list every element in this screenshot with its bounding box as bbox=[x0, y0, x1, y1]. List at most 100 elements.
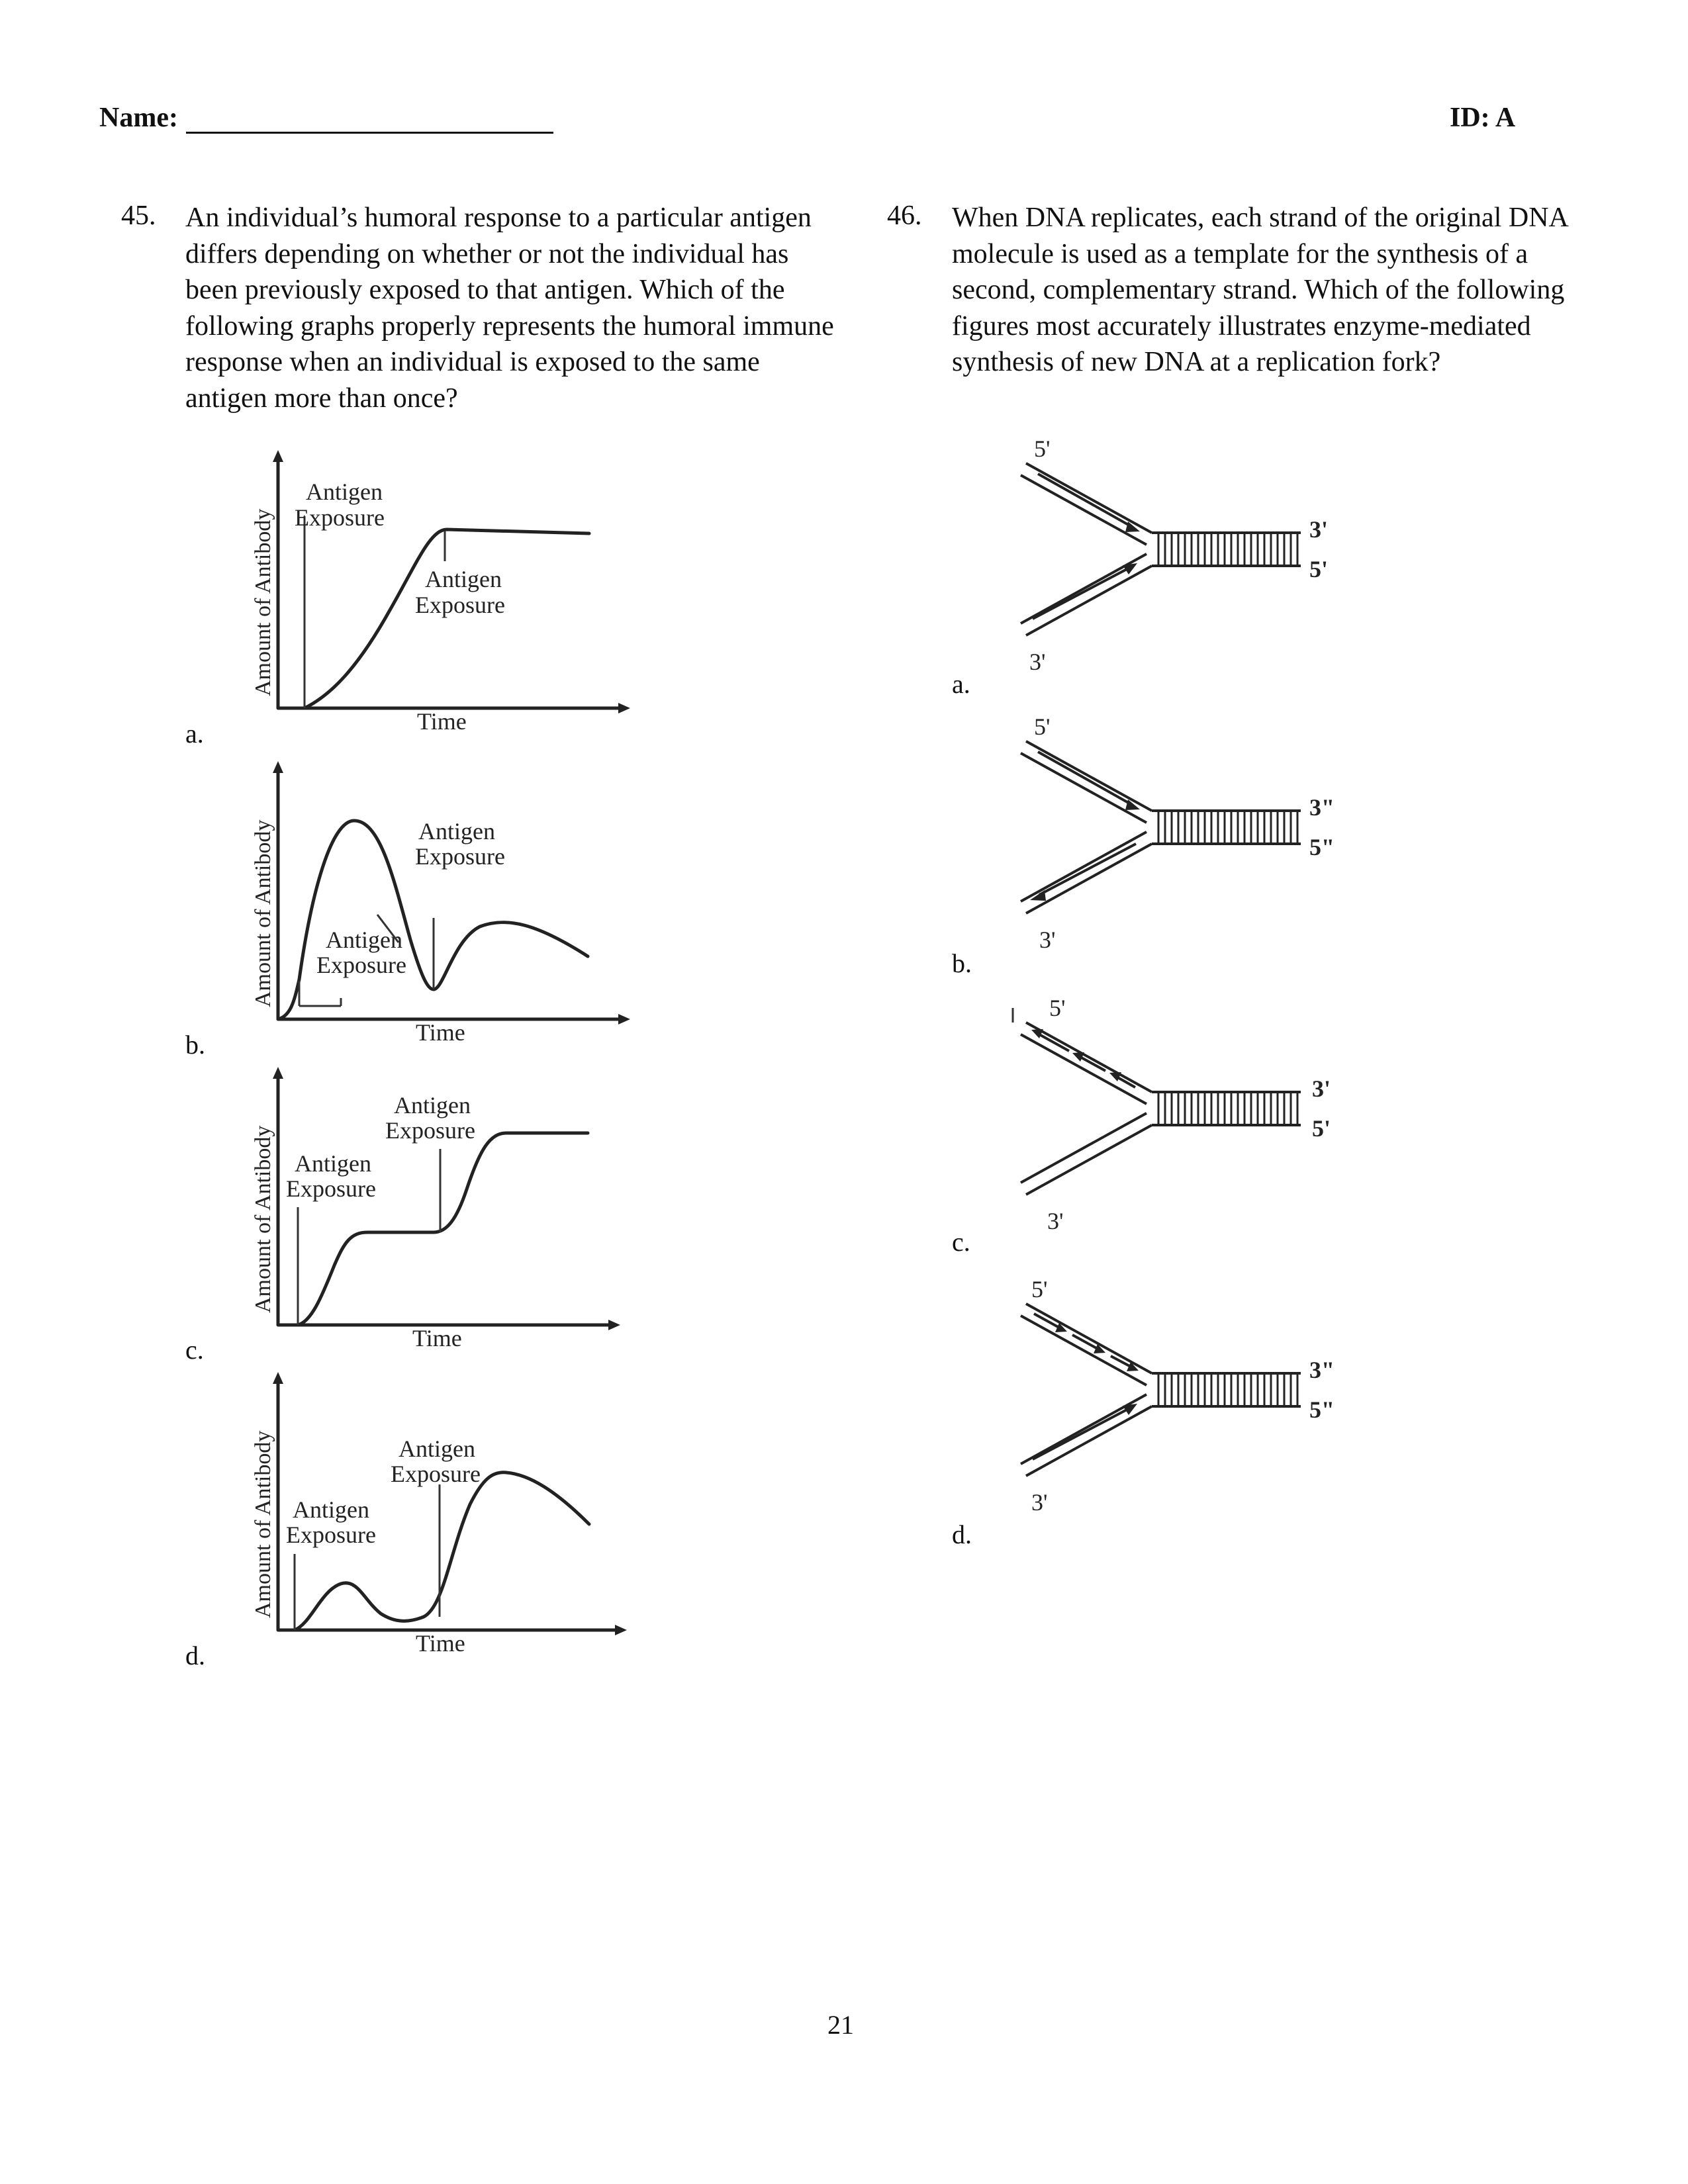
new-strand-bottom bbox=[1032, 567, 1130, 620]
graph-c: Antigen Exposure Antigen Exposure Time A… bbox=[251, 1067, 620, 1351]
bottom-strand-outer bbox=[1025, 842, 1152, 915]
q46-choice-d-label: d. bbox=[952, 1520, 972, 1549]
question-45-number: 45. bbox=[121, 201, 156, 231]
label-right-bottom: 5" bbox=[1309, 834, 1335, 860]
q46-choice-a-label: a. bbox=[952, 669, 970, 699]
name-field: Name: bbox=[99, 102, 553, 134]
label-5prime-top: 5' bbox=[1034, 435, 1051, 462]
name-label: Name: bbox=[99, 103, 178, 133]
bottom-strand-inner bbox=[1020, 553, 1147, 625]
top-strand-outer bbox=[1025, 1021, 1152, 1093]
y-axis-label: Amount of Antibody bbox=[251, 509, 275, 696]
y-axis-label: Amount of Antibody bbox=[251, 820, 275, 1007]
exposure-1-word1: Antigen bbox=[306, 478, 383, 505]
y-axis-label: Amount of Antibody bbox=[251, 1126, 275, 1313]
bottom-strand-inner bbox=[1020, 1393, 1147, 1465]
bottom-strand-outer bbox=[1025, 565, 1152, 637]
exposure-2-word1: Antigen bbox=[418, 818, 495, 844]
question-46-number: 46. bbox=[887, 201, 922, 231]
x-axis-arrowhead bbox=[608, 1320, 620, 1330]
question-46-text: When DNA replicates, each strand of the … bbox=[952, 203, 1568, 377]
graph-d: Antigen Exposure Antigen Exposure Time A… bbox=[251, 1372, 627, 1657]
okazaki-fragments-top bbox=[1033, 1312, 1139, 1371]
new-strand-top bbox=[1037, 751, 1133, 806]
y-axis-label: Amount of Antibody bbox=[251, 1431, 275, 1618]
label-right-top: 3" bbox=[1309, 1357, 1335, 1383]
exposure-1-word2: Exposure bbox=[286, 1522, 376, 1548]
y-axis-arrowhead bbox=[273, 761, 283, 773]
label-5prime-top: 5' bbox=[1031, 1276, 1048, 1302]
label-right-bottom: 5" bbox=[1309, 1396, 1335, 1423]
label-right-top: 3' bbox=[1312, 1075, 1331, 1102]
exposure-2-word1: Antigen bbox=[394, 1092, 471, 1118]
q46-choice-b-label: b. bbox=[952, 948, 972, 978]
x-axis-arrowhead bbox=[618, 1014, 630, 1024]
arrowhead-bottom bbox=[1123, 1404, 1137, 1415]
question-45-text: An individual’s humoral response to a pa… bbox=[185, 203, 834, 414]
antibody-curve bbox=[276, 819, 590, 1021]
base-pair-rungs bbox=[1157, 1373, 1299, 1406]
base-pair-rungs bbox=[1157, 1092, 1299, 1125]
x-axis-label: Time bbox=[416, 1019, 465, 1046]
exposure-2-word1: Antigen bbox=[425, 566, 502, 592]
exposure-1-leader bbox=[376, 914, 400, 943]
exposure-1-word2: Exposure bbox=[286, 1175, 376, 1202]
antibody-curve bbox=[276, 1471, 591, 1632]
label-right-bottom: 5' bbox=[1312, 1115, 1331, 1142]
okazaki-fragments-top bbox=[1031, 1029, 1136, 1089]
arrowhead-bottom bbox=[1123, 563, 1137, 574]
arrowhead-top bbox=[1125, 799, 1140, 810]
top-strand-inner bbox=[1020, 1033, 1147, 1105]
x-axis-label: Time bbox=[416, 1630, 465, 1657]
label-right-bottom: 5' bbox=[1309, 556, 1328, 582]
arrowhead-bottom bbox=[1030, 890, 1046, 901]
top-strand-inner bbox=[1020, 752, 1147, 824]
bottom-strand-inner bbox=[1020, 1112, 1147, 1184]
label-3prime-bottom: 3' bbox=[1047, 1208, 1064, 1234]
dna-fork-c: 5' 3' 3' 5' bbox=[1011, 995, 1331, 1234]
exposure-1-word2: Exposure bbox=[316, 952, 406, 978]
name-blank-line bbox=[185, 105, 553, 134]
bottom-strand-outer bbox=[1025, 1124, 1152, 1196]
page-number: 21 bbox=[827, 2010, 854, 2040]
x-axis-label: Time bbox=[412, 1325, 462, 1351]
q45-choice-c-label: c. bbox=[185, 1335, 204, 1365]
exposure-2-word2: Exposure bbox=[385, 1117, 475, 1144]
exposure-1-word1: Antigen bbox=[326, 927, 402, 953]
graph-a: Antigen Exposure Antigen Exposure Time A… bbox=[251, 450, 630, 735]
label-5prime-top: 5' bbox=[1049, 995, 1066, 1021]
label-5prime-top: 5' bbox=[1034, 713, 1051, 740]
antibody-curve bbox=[276, 527, 591, 710]
exposure-2-word2: Exposure bbox=[415, 843, 505, 870]
y-axis-arrowhead bbox=[273, 1372, 283, 1384]
base-pair-rungs bbox=[1157, 533, 1299, 566]
bottom-strand-outer bbox=[1025, 1405, 1152, 1477]
graph-b: Antigen Exposure Antigen Exposure Time A… bbox=[251, 761, 630, 1046]
label-3prime-bottom: 3' bbox=[1031, 1489, 1048, 1516]
id-label: ID: A bbox=[1450, 103, 1516, 133]
x-axis-label: Time bbox=[417, 708, 467, 735]
new-strand-top bbox=[1037, 473, 1133, 528]
top-strand-outer bbox=[1025, 462, 1152, 534]
antibody-curve bbox=[276, 1131, 590, 1327]
base-pair-rungs bbox=[1157, 811, 1299, 844]
exposure-2-word2: Exposure bbox=[415, 592, 505, 618]
bottom-strand-inner bbox=[1020, 831, 1147, 903]
arrowhead-top bbox=[1125, 522, 1140, 532]
new-strand-bottom bbox=[1032, 1407, 1130, 1461]
q46-choice-c-label: c. bbox=[952, 1227, 970, 1257]
exposure-1-word1: Antigen bbox=[295, 1150, 371, 1177]
label-3prime-bottom: 3' bbox=[1029, 649, 1046, 675]
exposure-2-word2: Exposure bbox=[391, 1461, 481, 1487]
y-axis-arrowhead bbox=[273, 1067, 283, 1079]
top-strand-outer bbox=[1025, 1302, 1152, 1375]
dna-fork-b: 5' 3' 3" 5" bbox=[1020, 713, 1335, 953]
label-right-top: 3" bbox=[1309, 794, 1335, 821]
top-strand-inner bbox=[1020, 474, 1147, 546]
exposure-1-word2: Exposure bbox=[295, 504, 385, 531]
exposure-2-word1: Antigen bbox=[399, 1435, 475, 1462]
x-axis-arrowhead bbox=[615, 1625, 627, 1635]
label-right-top: 3' bbox=[1309, 516, 1328, 543]
dna-fork-d: 5' 3' 3" 5" bbox=[1020, 1276, 1335, 1516]
y-axis-arrowhead bbox=[273, 450, 283, 462]
